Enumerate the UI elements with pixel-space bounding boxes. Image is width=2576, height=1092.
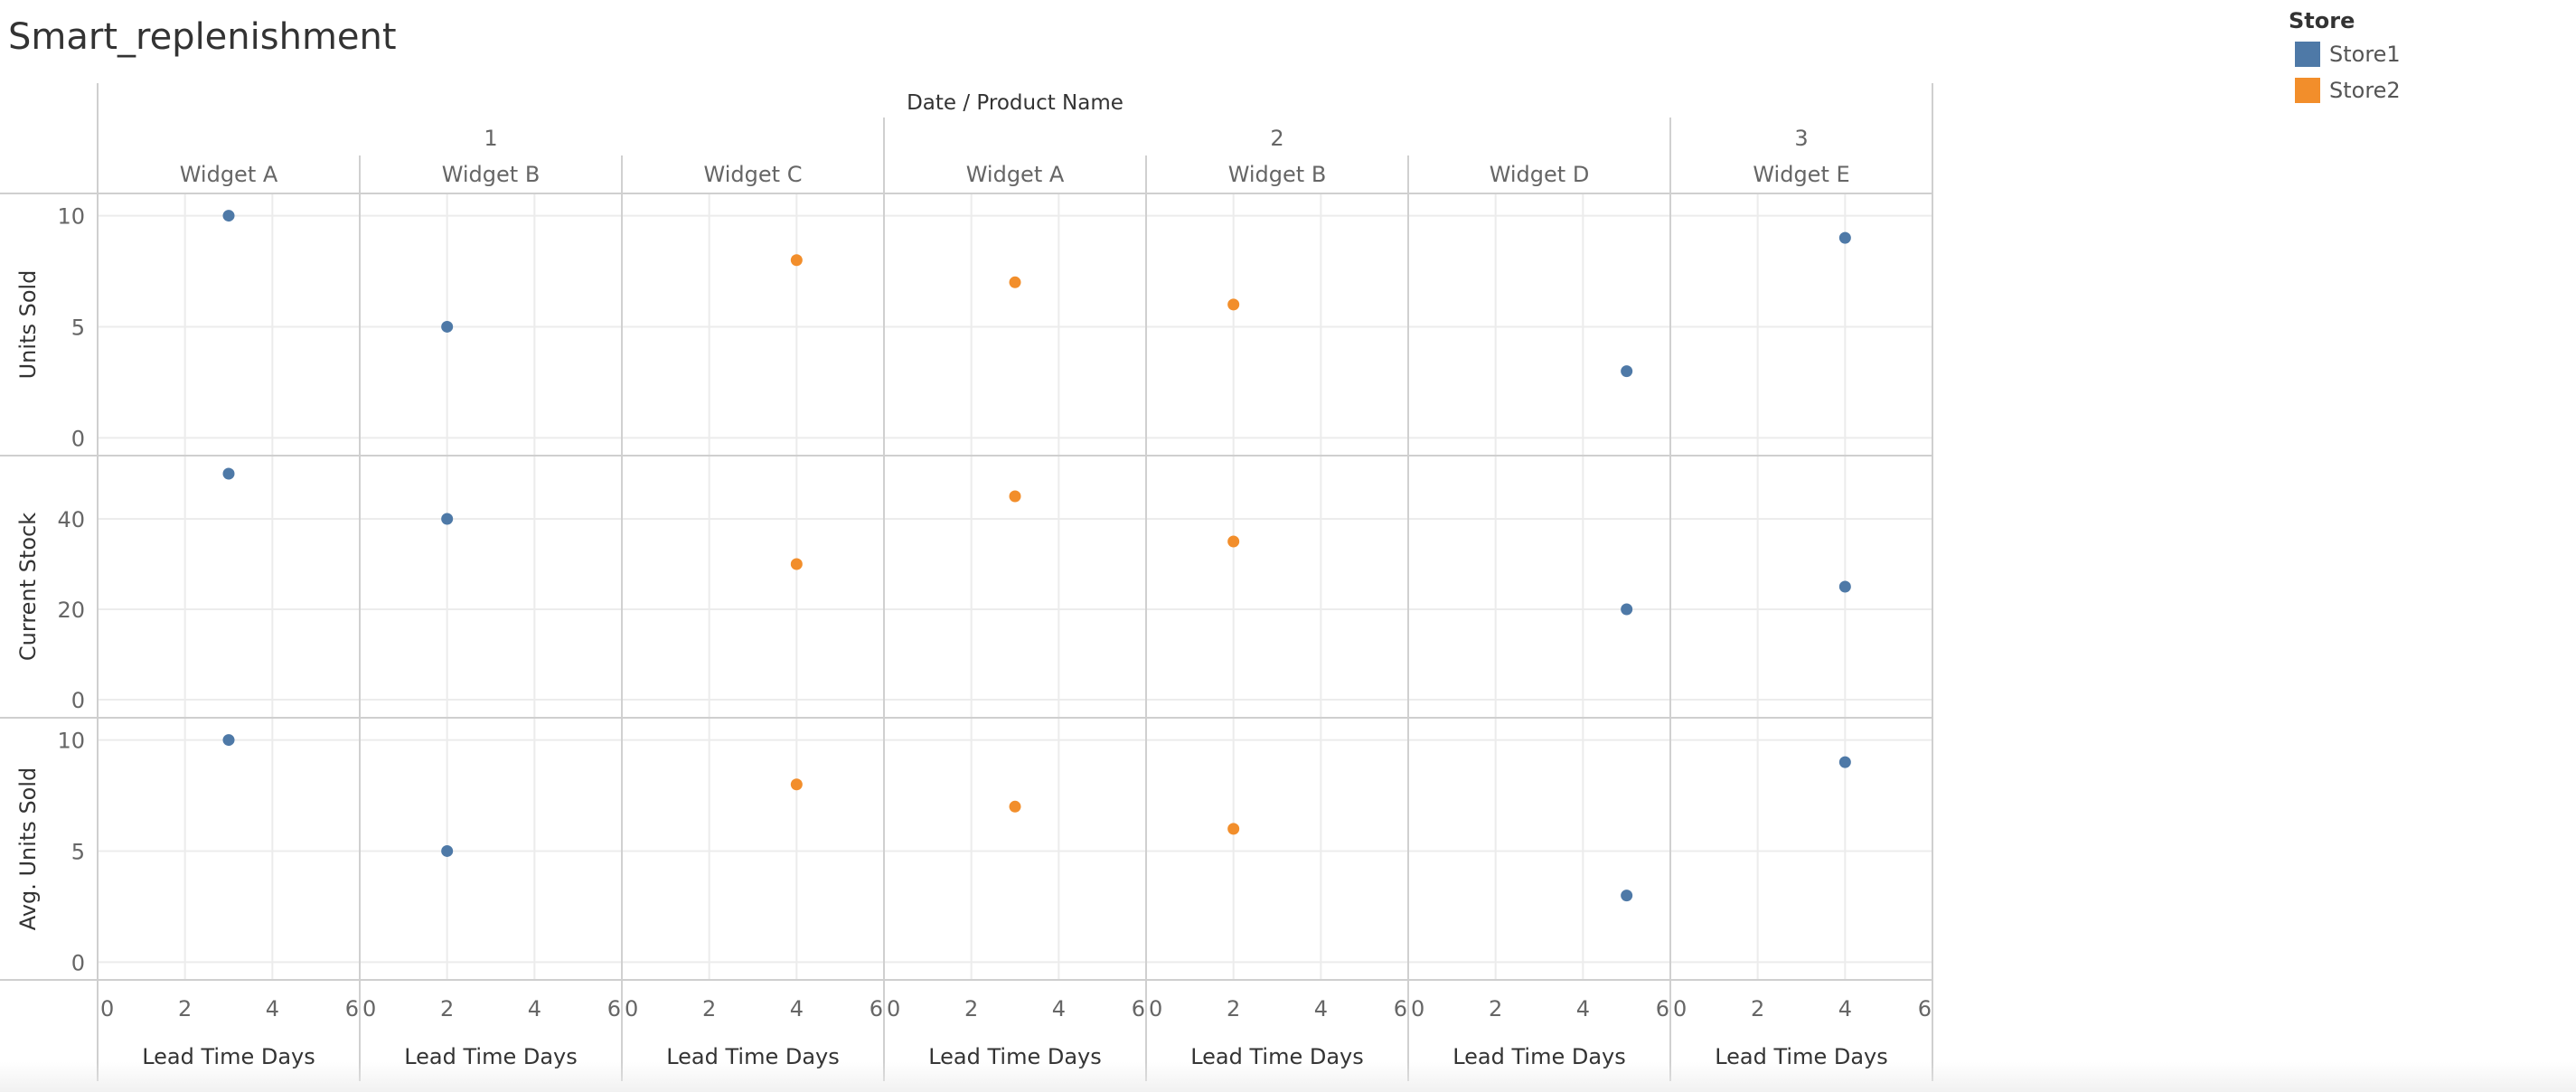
- x-axis-title: Lead Time Days: [142, 1044, 315, 1069]
- x-axis-title: Lead Time Days: [928, 1044, 1102, 1069]
- data-point: [1621, 603, 1633, 616]
- data-point: [790, 778, 803, 791]
- x-tick-label: 4: [1314, 996, 1328, 1021]
- legend-label-store2: Store2: [2329, 78, 2401, 103]
- data-point: [790, 254, 803, 267]
- legend-swatch-store2: [2295, 78, 2320, 103]
- data-point: [1838, 231, 1851, 244]
- data-point: [441, 844, 454, 857]
- x-tick-label: 2: [440, 996, 454, 1021]
- x-tick-label: 6: [1132, 996, 1145, 1021]
- product-header-label: Widget B: [1228, 162, 1327, 187]
- data-point: [222, 734, 235, 747]
- x-tick-label: 6: [1918, 996, 1932, 1021]
- product-header-label: Widget B: [442, 162, 541, 187]
- data-point: [1227, 823, 1240, 835]
- x-tick-label: 4: [266, 996, 279, 1021]
- sheet-title: Smart_replenishment: [8, 16, 397, 58]
- y-tick-label: 0: [71, 950, 85, 975]
- x-axis-title: Lead Time Days: [1453, 1044, 1626, 1069]
- y-tick-label: 0: [71, 426, 85, 451]
- product-header-label: Widget E: [1753, 162, 1849, 187]
- row-axis-title: Avg. Units Sold: [15, 767, 41, 931]
- x-axis-title: Lead Time Days: [666, 1044, 840, 1069]
- data-point: [1009, 490, 1021, 503]
- data-point: [1009, 800, 1021, 813]
- row-axis-title: Current Stock: [15, 513, 41, 661]
- product-header-label: Widget A: [966, 162, 1065, 187]
- data-point: [222, 467, 235, 480]
- data-point: [1838, 580, 1851, 593]
- x-tick-label: 0: [1673, 996, 1687, 1021]
- date-header-label: 3: [1794, 126, 1808, 151]
- x-tick-label: 4: [1576, 996, 1590, 1021]
- y-tick-label: 0: [71, 688, 85, 713]
- x-tick-label: 0: [1149, 996, 1162, 1021]
- data-point: [1621, 365, 1633, 378]
- data-point: [441, 320, 454, 333]
- x-tick-label: 0: [887, 996, 900, 1021]
- data-point: [1009, 276, 1021, 288]
- legend-label-store1: Store1: [2329, 42, 2401, 67]
- x-tick-label: 2: [964, 996, 978, 1021]
- legend-title: Store: [2289, 8, 2355, 33]
- x-tick-label: 0: [362, 996, 376, 1021]
- y-tick-label: 5: [71, 839, 85, 864]
- x-axis-title: Lead Time Days: [1715, 1044, 1888, 1069]
- product-header-label: Widget C: [704, 162, 803, 187]
- y-tick-label: 10: [57, 729, 85, 754]
- x-tick-label: 0: [625, 996, 638, 1021]
- data-point: [1838, 756, 1851, 768]
- x-tick-label: 2: [1751, 996, 1764, 1021]
- x-tick-label: 6: [607, 996, 621, 1021]
- x-tick-label: 0: [1411, 996, 1424, 1021]
- x-tick-label: 4: [528, 996, 541, 1021]
- data-point: [222, 210, 235, 222]
- x-tick-label: 4: [790, 996, 804, 1021]
- x-tick-label: 0: [100, 996, 114, 1021]
- legend: Store Store1 Store2: [2289, 7, 2560, 108]
- y-tick-label: 10: [57, 204, 85, 230]
- x-tick-label: 4: [1838, 996, 1852, 1021]
- x-tick-label: 6: [1656, 996, 1669, 1021]
- data-point: [1227, 535, 1240, 548]
- date-header-label: 1: [484, 126, 497, 151]
- x-tick-label: 2: [178, 996, 192, 1021]
- x-tick-label: 2: [1489, 996, 1502, 1021]
- data-point: [790, 558, 803, 570]
- data-point: [1621, 890, 1633, 902]
- data-point: [1227, 298, 1240, 311]
- x-axis-title: Lead Time Days: [404, 1044, 578, 1069]
- x-tick-label: 2: [1227, 996, 1240, 1021]
- legend-item-store1[interactable]: Store1: [2289, 36, 2560, 72]
- legend-swatch-store1: [2295, 42, 2320, 67]
- date-header-label: 2: [1270, 126, 1283, 151]
- x-tick-label: 6: [870, 996, 883, 1021]
- product-header-label: Widget D: [1490, 162, 1590, 187]
- x-axis-title: Lead Time Days: [1190, 1044, 1364, 1069]
- row-axis-title: Units Sold: [15, 270, 41, 380]
- data-point: [441, 513, 454, 525]
- x-tick-label: 4: [1052, 996, 1066, 1021]
- x-tick-label: 6: [1394, 996, 1407, 1021]
- x-tick-label: 2: [702, 996, 716, 1021]
- product-header-label: Widget A: [180, 162, 278, 187]
- column-header-title: Date / Product Name: [907, 91, 1123, 115]
- legend-item-store2[interactable]: Store2: [2289, 72, 2560, 108]
- y-tick-label: 20: [57, 598, 85, 623]
- y-tick-label: 5: [71, 315, 85, 340]
- x-tick-label: 6: [345, 996, 359, 1021]
- y-tick-label: 40: [57, 507, 85, 532]
